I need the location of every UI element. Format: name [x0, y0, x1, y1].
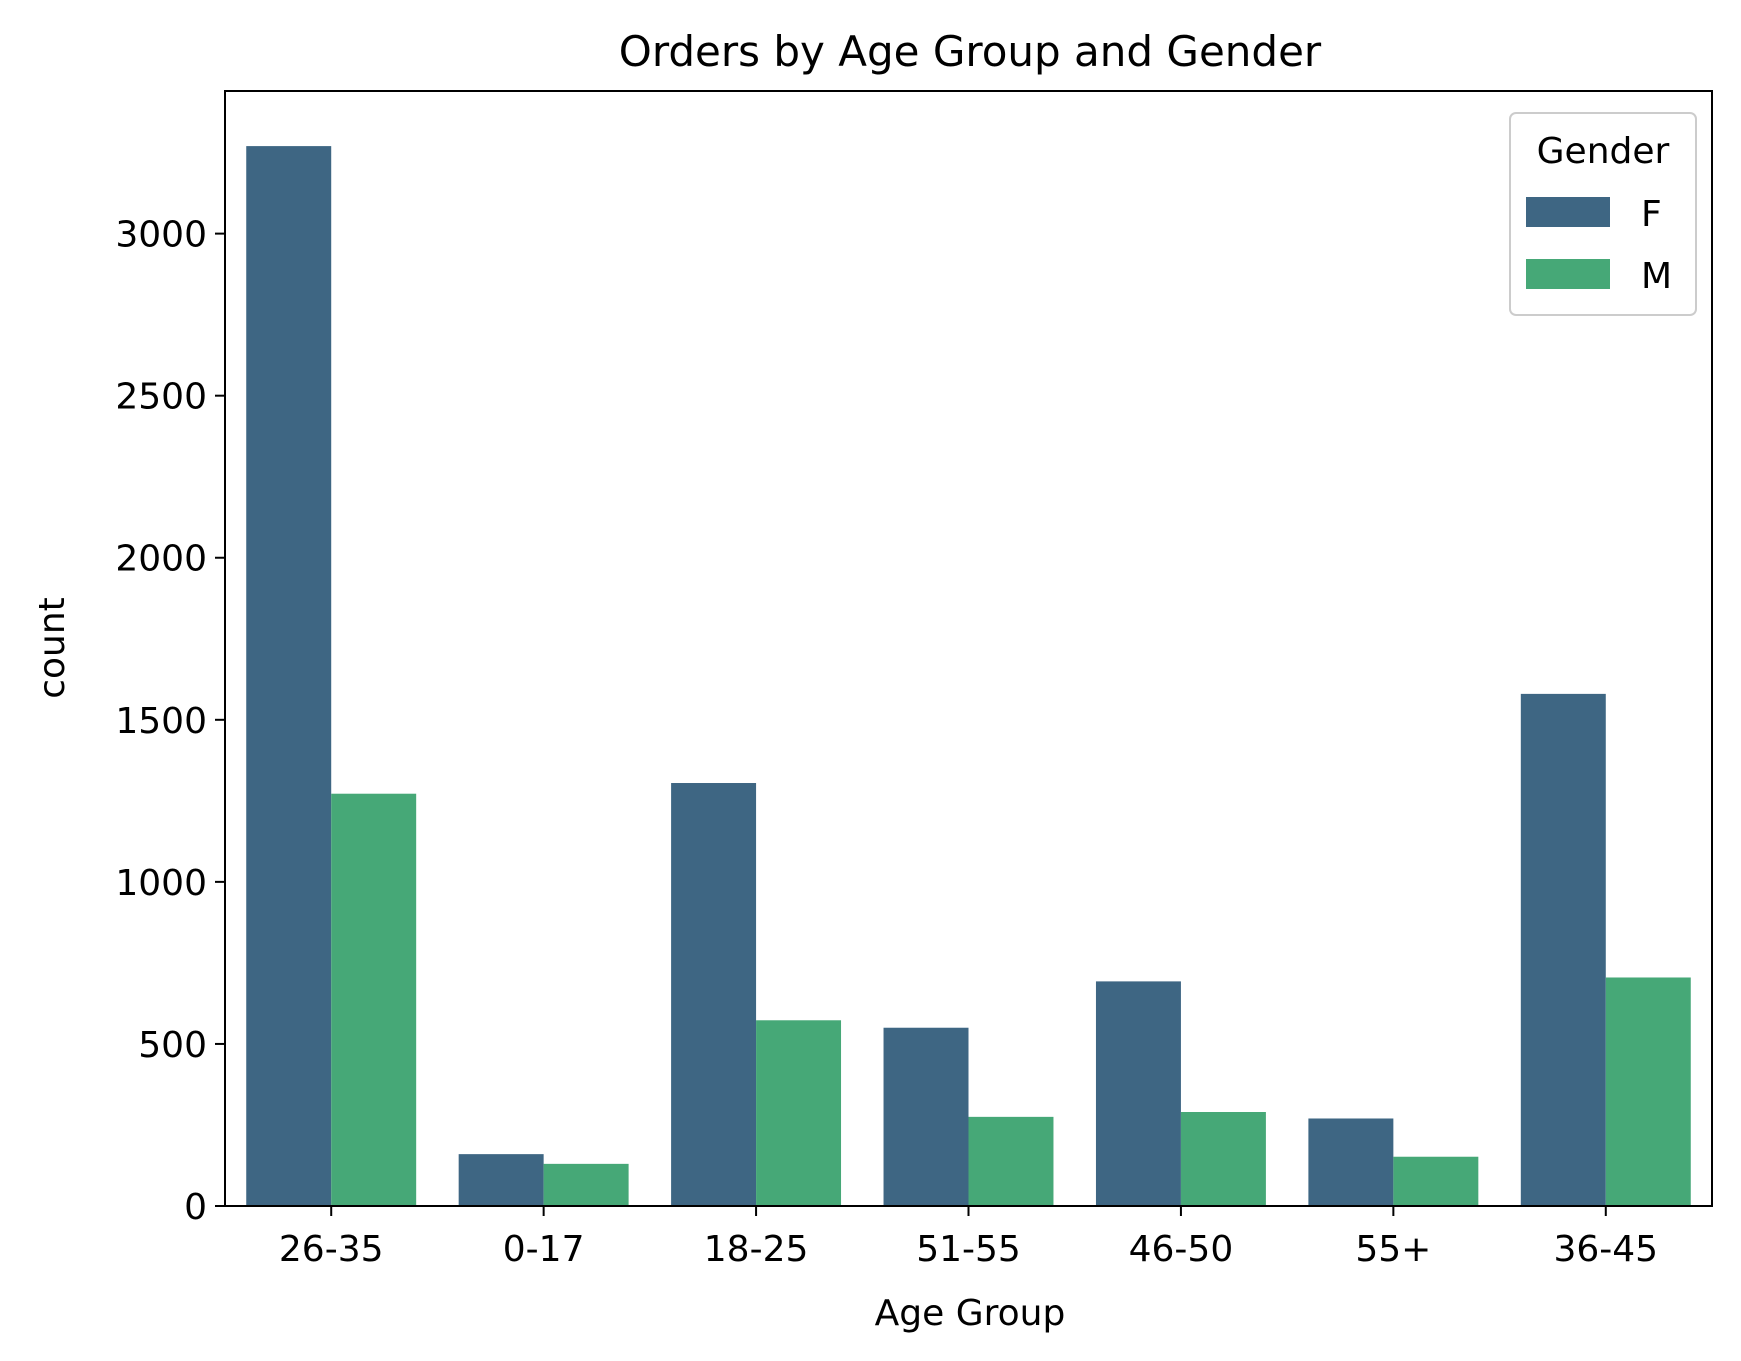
- legend-label-m: M: [1641, 256, 1672, 297]
- y-axis: 0 500 1000 1500 2000 2500 3000: [115, 215, 225, 1228]
- bar-m-46-50: [1180, 1112, 1266, 1206]
- legend-title: Gender: [1537, 131, 1670, 172]
- bar-m-0-17: [543, 1163, 629, 1206]
- bar-f-55+: [1308, 1118, 1394, 1206]
- y-tick-label: 500: [138, 1025, 207, 1066]
- y-tick-label: 3000: [115, 215, 207, 256]
- bar-f-18-25: [671, 783, 757, 1206]
- bar-m-55+: [1393, 1156, 1479, 1206]
- legend-swatch-f: [1526, 197, 1610, 227]
- y-axis-label: count: [32, 597, 73, 699]
- bar-f-36-45: [1520, 693, 1606, 1206]
- bar-m-26-35: [331, 793, 417, 1206]
- y-tick-label: 2000: [115, 539, 207, 580]
- bar-f-46-50: [1095, 981, 1181, 1206]
- y-tick-label: 0: [184, 1187, 207, 1228]
- bar-f-26-35: [246, 146, 332, 1207]
- bar-m-51-55: [968, 1116, 1054, 1206]
- legend-label-f: F: [1641, 194, 1662, 235]
- plot-frame: [224, 90, 1713, 1207]
- bar-f-51-55: [883, 1027, 969, 1206]
- bar-m-18-25: [756, 1020, 842, 1206]
- y-tick-label: 1500: [115, 701, 207, 742]
- x-tick-label: 55+: [1355, 1229, 1431, 1270]
- y-tick-label: 1000: [115, 863, 207, 904]
- x-axis-label: Age Group: [875, 1293, 1066, 1334]
- x-tick-label: 36-45: [1553, 1229, 1658, 1270]
- x-axis: 26-35 0-17 18-25 51-55 46-50 55+ 36-45: [279, 1206, 1658, 1270]
- x-tick-label: 18-25: [704, 1229, 809, 1270]
- y-tick-label: 2500: [115, 377, 207, 418]
- x-tick-label: 51-55: [916, 1229, 1021, 1270]
- bars-layer: [246, 146, 1691, 1207]
- legend-swatch-m: [1526, 259, 1610, 289]
- x-tick-label: 0-17: [503, 1229, 585, 1270]
- legend: Gender F M: [1509, 112, 1697, 316]
- bar-m-36-45: [1605, 977, 1691, 1206]
- x-tick-label: 26-35: [279, 1229, 384, 1270]
- chart-title: Orders by Age Group and Gender: [619, 27, 1322, 76]
- bar-f-0-17: [458, 1154, 544, 1206]
- x-tick-label: 46-50: [1129, 1229, 1234, 1270]
